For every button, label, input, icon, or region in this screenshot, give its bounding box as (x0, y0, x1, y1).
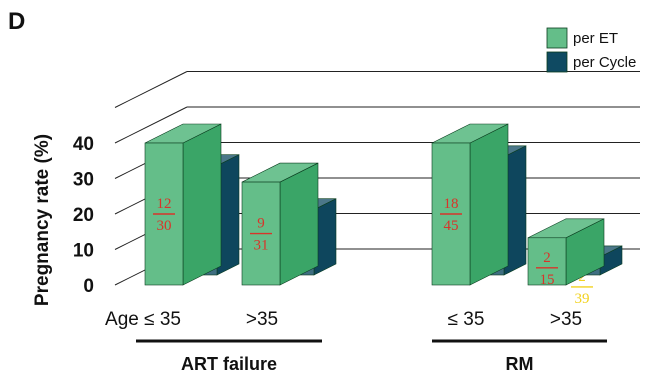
grid-diagonal (114, 106, 188, 144)
group-labels: ART failure RM (136, 339, 607, 374)
grid-diagonal (114, 71, 188, 108)
y-tick-label: 30 (73, 170, 94, 191)
x-axis-labels: Age ≤ 35 >35 ≤ 35 >35 (105, 309, 582, 330)
legend-swatch (546, 51, 568, 73)
group-label: ART failure (181, 354, 277, 374)
bar-per-et-2-side (469, 123, 509, 286)
x-tick-label: >35 (550, 309, 582, 330)
bar-per-et-3-front (527, 237, 567, 286)
data-label-per-et-1-denominator: 31 (254, 238, 269, 254)
y-tick-label: 10 (73, 241, 94, 262)
data-label-per-cycle-3-denominator: 39 (575, 291, 590, 307)
data-label-per-et-3-denominator: 15 (540, 272, 555, 288)
y-tick-label: 20 (73, 205, 94, 226)
data-label-per-et-2-numerator: 18 (444, 196, 459, 212)
group-label: RM (506, 354, 534, 374)
data-label-per-et-1-numerator: 9 (257, 216, 265, 232)
legend: per ET per Cycle (546, 27, 636, 73)
panel-label: D (8, 8, 25, 35)
x-tick-label: >35 (246, 309, 278, 330)
y-tick-label: 40 (73, 134, 94, 155)
bar-per-et-3: 215 (527, 218, 605, 288)
legend-label: per ET (573, 30, 618, 47)
y-axis-ticks: 0 10 20 30 40 (73, 134, 94, 297)
data-label-per-et-0-denominator: 30 (157, 218, 172, 234)
y-tick-label: 0 (83, 276, 94, 297)
bar-per-et-1-side (279, 162, 319, 286)
legend-label: per Cycle (573, 54, 636, 71)
x-tick-label: Age ≤ 35 (105, 309, 181, 330)
data-label-per-et-2-denominator: 45 (444, 218, 459, 234)
bar-per-et-1: 931 (241, 162, 319, 286)
data-label-per-et-3-numerator: 2 (543, 250, 551, 266)
bar-per-et-0-side (182, 123, 222, 286)
legend-swatch (546, 27, 568, 49)
data-label-per-et-0-numerator: 12 (157, 196, 172, 212)
bars: 1239949185423912309311845215 (144, 123, 623, 307)
y-axis-label: Pregnancy rate (%) (32, 134, 53, 306)
x-tick-label: ≤ 35 (448, 309, 485, 330)
